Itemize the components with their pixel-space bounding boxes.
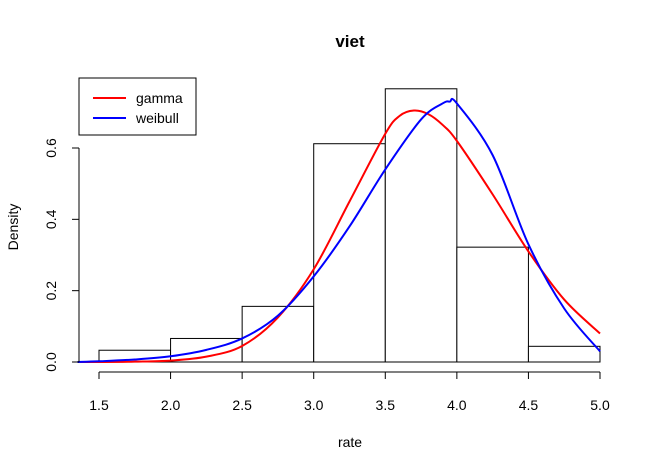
- legend-label-weibull: weibull: [135, 110, 179, 126]
- histogram-bar: [384, 88, 458, 363]
- x-tick-label: 3.5: [376, 397, 396, 413]
- x-tick-label: 4.0: [447, 397, 467, 413]
- density-curves: [77, 97, 601, 364]
- chart-title: viet: [335, 32, 365, 51]
- legend-box: [78, 77, 197, 136]
- series-line-weibull: [77, 97, 601, 363]
- y-tick-label: 0.0: [43, 352, 59, 372]
- histogram-bar: [456, 246, 529, 363]
- y-axis-label: Density: [5, 204, 21, 251]
- series-line-gamma: [77, 109, 601, 364]
- x-axis-label: rate: [338, 434, 362, 450]
- histogram-bar: [313, 143, 386, 363]
- x-tick-label: 5.0: [590, 397, 610, 413]
- y-tick-label: 0.2: [43, 281, 59, 301]
- histogram-bars: [77, 88, 601, 363]
- y-tick-label: 0.4: [43, 209, 59, 229]
- histogram-bar: [527, 345, 601, 363]
- y-axis: 0.0 0.2 0.4 0.6: [43, 138, 80, 372]
- y-tick-label: 0.6: [43, 138, 59, 158]
- legend: gamma weibull: [78, 77, 197, 136]
- x-tick-label: 2.0: [161, 397, 181, 413]
- x-tick-label: 3.0: [304, 397, 324, 413]
- x-tick-label: 4.5: [519, 397, 539, 413]
- x-tick-label: 2.5: [232, 397, 252, 413]
- legend-label-gamma: gamma: [136, 90, 183, 106]
- x-tick-label: 1.5: [89, 397, 109, 413]
- x-axis: 1.5 2.0 2.5 3.0 3.5 4.0 4.5 5.0: [89, 371, 610, 413]
